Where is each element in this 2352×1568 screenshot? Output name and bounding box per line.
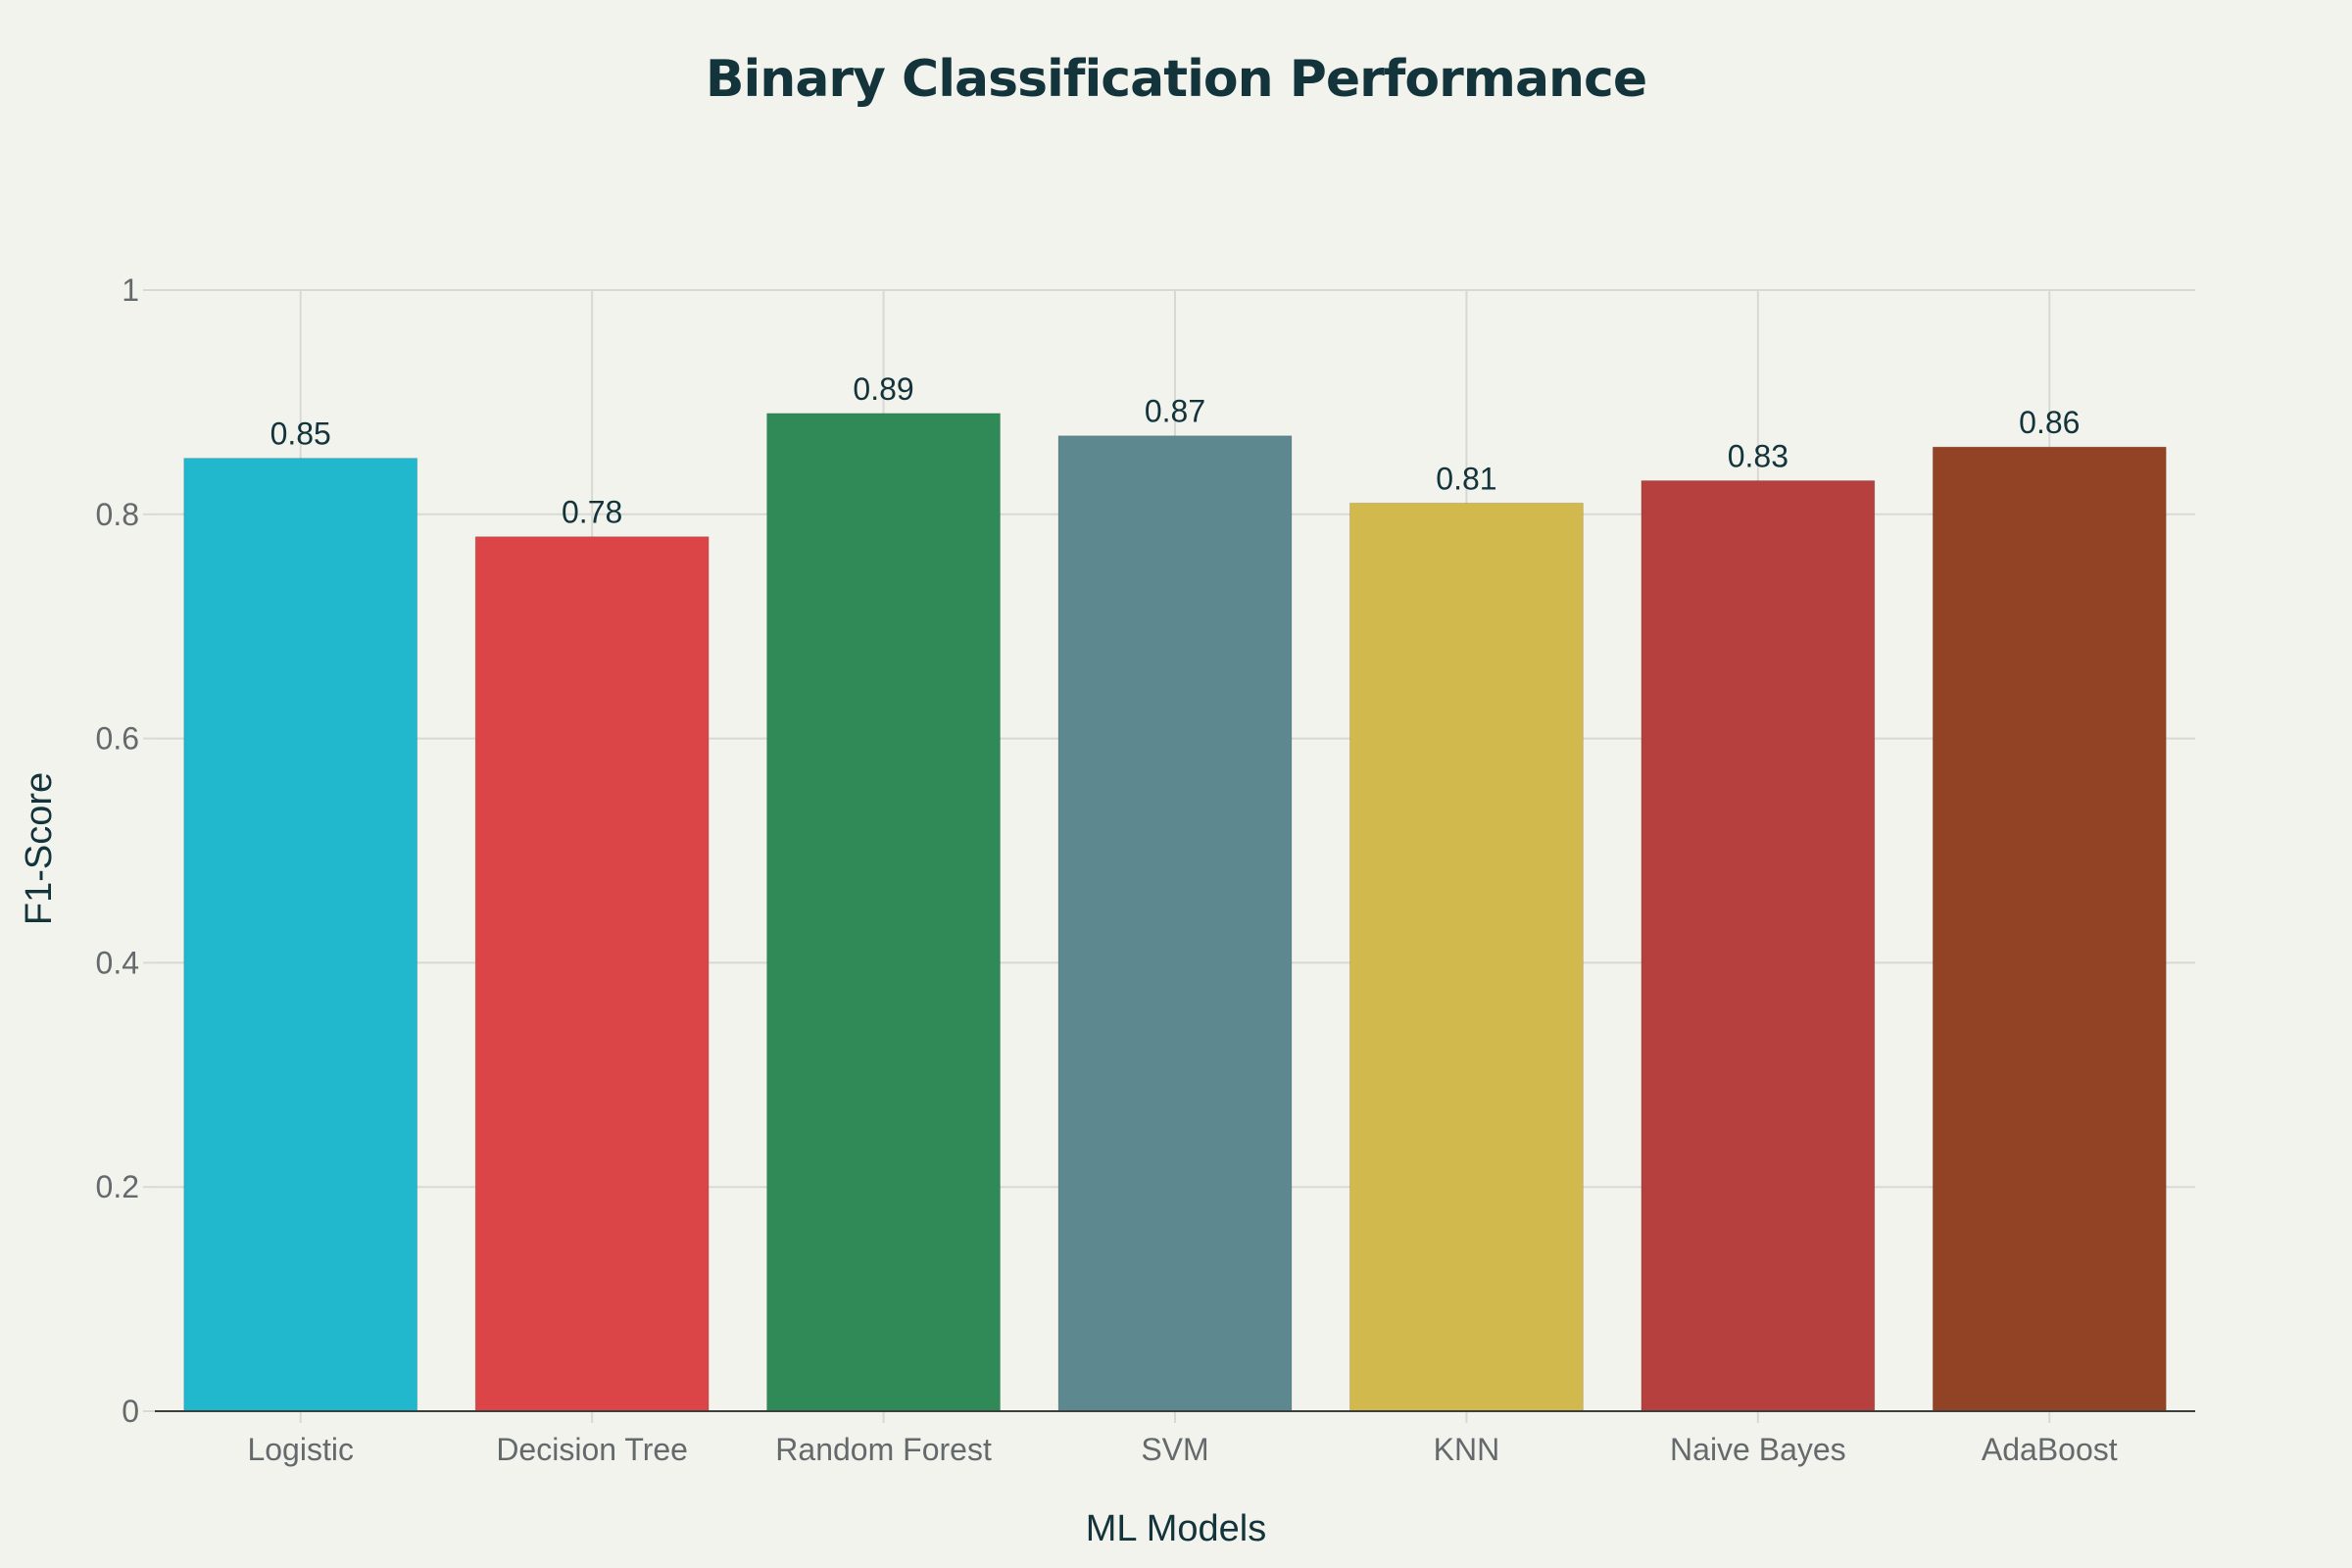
data-labels: 0.85 0.78 0.89 0.87 0.81 0.83 0.86 (270, 371, 2081, 530)
y-tick-label: 0.6 (96, 721, 139, 757)
y-axis-title: F1-Score (19, 772, 60, 925)
data-label: 0.87 (1145, 394, 1205, 429)
x-tick-label: KNN (1434, 1432, 1500, 1467)
data-label: 0.89 (853, 371, 913, 407)
bar-svm (1057, 435, 1293, 1412)
data-label: 0.85 (270, 416, 331, 452)
x-tick-label: Random Forest (775, 1432, 992, 1467)
x-tick-label: AdaBoost (1982, 1432, 2118, 1467)
bars (183, 413, 2167, 1412)
data-label: 0.83 (1728, 438, 1788, 473)
data-label: 0.81 (1436, 461, 1496, 496)
x-axis-ticks: Logistic Decision Tree Random Forest SVM KNN… (247, 1432, 2117, 1467)
y-tick-label: 0.2 (96, 1169, 139, 1204)
y-tick-label: 0 (122, 1394, 139, 1429)
y-tick-label: 0.4 (96, 945, 139, 980)
bar-decision-tree (474, 536, 710, 1412)
y-tick-label: 1 (122, 272, 139, 308)
x-tick-label: SVM (1141, 1432, 1208, 1467)
chart-title: Binary Classification Performance (706, 50, 1646, 109)
bar-knn (1348, 502, 1584, 1412)
bar-adaboost (1932, 446, 2167, 1412)
x-tick-label: Naive Bayes (1670, 1432, 1846, 1467)
x-tick-label: Logistic (247, 1432, 354, 1467)
x-axis-title: ML Models (1086, 1508, 1266, 1549)
data-label: 0.78 (562, 495, 622, 530)
bar-logistic (183, 458, 418, 1412)
y-tick-label: 0.8 (96, 497, 139, 532)
x-tick-label: Decision Tree (496, 1432, 688, 1467)
data-label: 0.86 (2019, 405, 2080, 440)
bar-naive-bayes (1641, 479, 1876, 1412)
y-axis-ticks: 0 0.2 0.4 0.6 0.8 1 (96, 272, 155, 1429)
bar-random-forest (766, 413, 1002, 1412)
